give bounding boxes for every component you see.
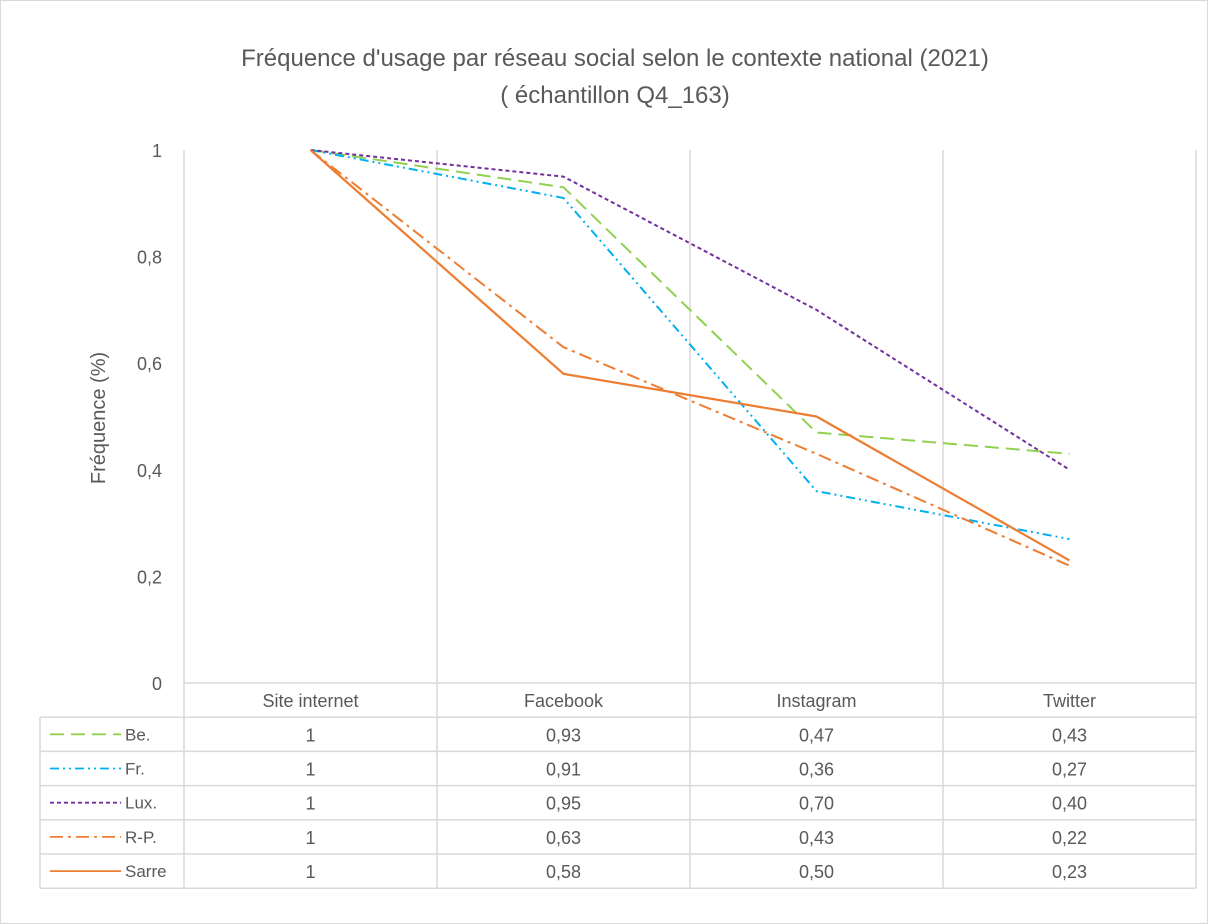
chart-title-line1: Fréquence d'usage par réseau social selo… bbox=[241, 45, 989, 72]
series-lines bbox=[309, 149, 1071, 567]
data-table-cell: 0,58 bbox=[546, 862, 581, 882]
data-table-cell: 1 bbox=[305, 862, 315, 882]
y-tick-label: 0,8 bbox=[137, 248, 162, 268]
x-category-label: Site internet bbox=[262, 691, 358, 711]
data-table-cell: 0,91 bbox=[546, 760, 581, 780]
data-table-cell: 0,23 bbox=[1052, 862, 1087, 882]
series-line-fr bbox=[310, 149, 1070, 541]
y-tick-label: 0,2 bbox=[137, 567, 162, 587]
data-table-cell: 1 bbox=[305, 760, 315, 780]
series-line-rp bbox=[309, 149, 1070, 567]
data-table-cell: 0,22 bbox=[1052, 828, 1087, 848]
x-category-label: Instagram bbox=[776, 691, 856, 711]
y-tick-label: 1 bbox=[152, 141, 162, 161]
data-table-cell: 1 bbox=[305, 794, 315, 814]
data-table: Site internet Facebook Instagram Twitter Be.… bbox=[39, 682, 1197, 889]
y-tick-labels: 0 0,2 0,4 0,6 0,8 1 bbox=[137, 141, 162, 694]
data-table-cell: 0,63 bbox=[546, 828, 581, 848]
data-table-cell: 0,70 bbox=[799, 794, 834, 814]
data-table-cell: 1 bbox=[305, 828, 315, 848]
series-line-sarre bbox=[309, 149, 1071, 562]
legend-series-name: R-P. bbox=[125, 828, 157, 847]
data-table-cell: 1 bbox=[305, 725, 315, 745]
x-category-label: Twitter bbox=[1043, 691, 1096, 711]
y-axis-label: Fréquence (%) bbox=[88, 352, 110, 484]
data-table-cell: 0,40 bbox=[1052, 794, 1087, 814]
data-table-cell: 0,50 bbox=[799, 862, 834, 882]
y-tick-label: 0,6 bbox=[137, 354, 162, 374]
grid-lines bbox=[183, 150, 1197, 683]
y-tick-label: 0 bbox=[152, 674, 162, 694]
legend-series-name: Sarre bbox=[125, 862, 167, 881]
legend-series-name: Be. bbox=[125, 725, 151, 744]
data-table-cell: 0,47 bbox=[799, 725, 834, 745]
series-line-be bbox=[310, 149, 1070, 455]
data-table-cell: 0,43 bbox=[799, 828, 834, 848]
x-category-label: Facebook bbox=[524, 691, 604, 711]
y-tick-label: 0,4 bbox=[137, 461, 162, 481]
series-line-lux bbox=[310, 149, 1071, 471]
data-table-cell: 0,93 bbox=[546, 725, 581, 745]
data-table-cell: 0,95 bbox=[546, 794, 581, 814]
data-table-cell: 0,43 bbox=[1052, 725, 1087, 745]
data-table-cell: 0,36 bbox=[799, 760, 834, 780]
data-table-cell: 0,27 bbox=[1052, 760, 1087, 780]
legend-series-name: Lux. bbox=[125, 794, 157, 813]
legend-series-name: Fr. bbox=[125, 760, 145, 779]
chart-title-line2: ( échantillon Q4_163) bbox=[500, 82, 729, 109]
